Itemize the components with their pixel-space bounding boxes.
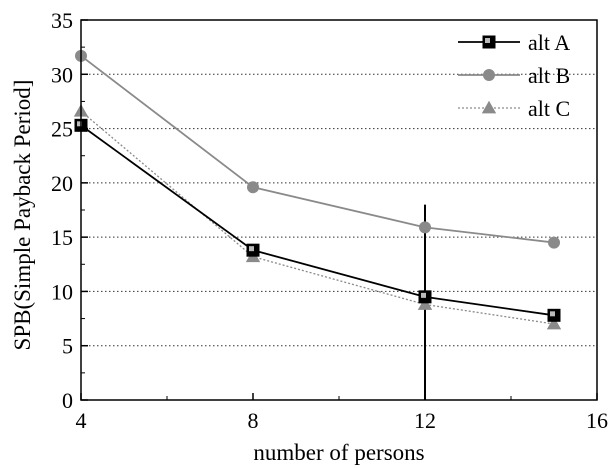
legend-label: alt B xyxy=(528,63,570,88)
series-line xyxy=(80,55,555,244)
triangle-marker xyxy=(417,297,433,310)
y-axis-label: SPB(Simple Payback Period] xyxy=(10,80,35,351)
square-marker-highlight xyxy=(77,121,82,127)
gridlines xyxy=(81,19,597,347)
circle-marker xyxy=(483,69,495,81)
circle-marker xyxy=(247,181,259,194)
axis-ticks: 0 5 10 15 20 25 30 35 4 8 12 16 xyxy=(51,8,608,433)
square-marker-highlight xyxy=(421,292,426,298)
x-tick-label: 4 xyxy=(76,408,87,433)
x-tick-label: 12 xyxy=(414,408,436,433)
series-line xyxy=(80,110,555,325)
x-tick-label: 16 xyxy=(586,408,608,433)
square-marker-highlight xyxy=(249,246,254,252)
series-line xyxy=(80,124,555,317)
y-tick-label: 0 xyxy=(62,388,73,413)
legend-label: alt A xyxy=(528,30,570,55)
legend: alt A alt B alt C xyxy=(458,30,570,121)
x-axis-label: number of persons xyxy=(253,440,424,465)
y-tick-label: 15 xyxy=(51,225,73,250)
y-tick-label: 5 xyxy=(62,334,73,359)
y-tick-label: 25 xyxy=(51,117,73,142)
circle-marker xyxy=(419,221,431,234)
triangle-marker xyxy=(546,316,562,330)
y-tick-label: 30 xyxy=(51,62,73,87)
x-tick-label: 8 xyxy=(248,408,259,433)
triangle-marker xyxy=(481,100,497,114)
y-tick-label: 10 xyxy=(51,279,73,304)
plot-frame xyxy=(80,19,598,401)
y-tick-label: 35 xyxy=(51,8,73,33)
series-layer xyxy=(73,49,562,330)
square-marker-highlight xyxy=(550,311,555,317)
legend-label: alt C xyxy=(528,96,570,121)
series-alt-c xyxy=(73,104,562,330)
y-tick-label: 20 xyxy=(51,171,73,196)
square-marker-highlight xyxy=(485,38,490,43)
circle-marker xyxy=(548,236,560,249)
